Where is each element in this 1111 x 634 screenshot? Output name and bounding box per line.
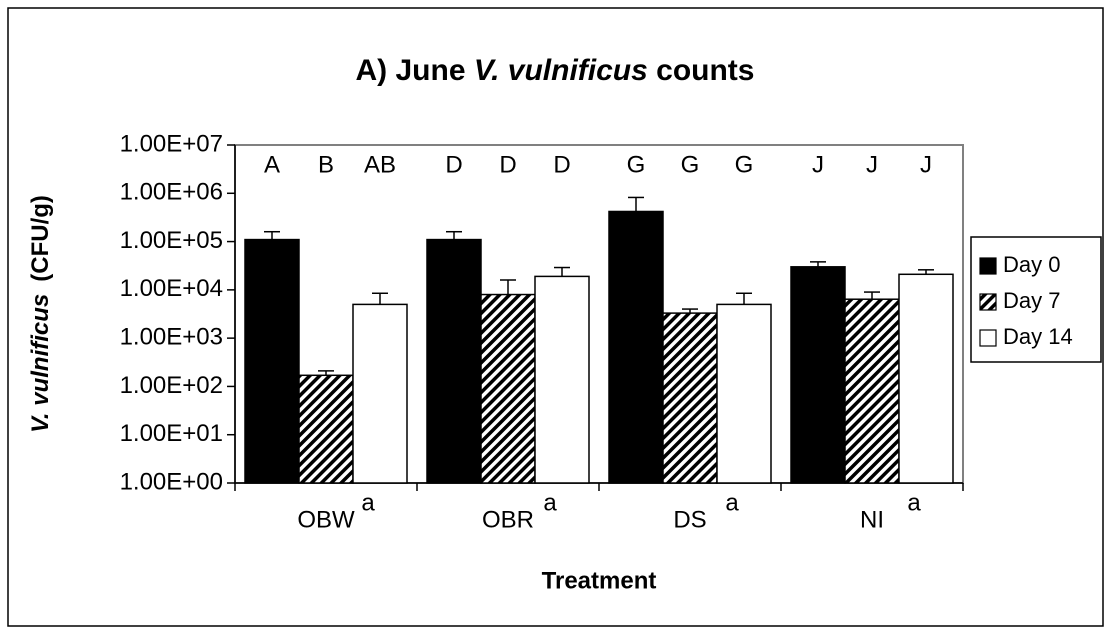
y-axis-label: V. vulnificus(CFU/g)	[27, 195, 54, 433]
group-letter: D	[445, 151, 462, 178]
x-tick-superscript: a	[361, 489, 375, 516]
bar	[662, 312, 718, 484]
y-tick-label: 1.00E+00	[120, 468, 223, 495]
bar	[298, 374, 354, 484]
x-tick-label: DS	[673, 506, 706, 533]
group-letter: B	[318, 151, 334, 178]
bar	[244, 238, 300, 484]
group-letter: G	[681, 151, 700, 178]
chart-title: A) June V. vulnificus counts	[356, 54, 755, 87]
legend-swatch	[979, 329, 997, 347]
y-tick-label: 1.00E+01	[120, 420, 223, 447]
bar	[898, 273, 954, 484]
group-letter: A	[264, 151, 280, 178]
bar	[790, 266, 846, 484]
group-letter: G	[627, 151, 646, 178]
x-tick-label: NI	[860, 506, 884, 533]
y-tick-label: 1.00E+07	[120, 130, 223, 157]
group-letter: G	[735, 151, 754, 178]
bar	[608, 210, 664, 484]
bar	[426, 238, 482, 484]
group-letter: J	[812, 151, 824, 178]
y-tick-label: 1.00E+02	[120, 372, 223, 399]
x-tick-superscript: a	[543, 489, 557, 516]
legend-swatch	[979, 293, 997, 311]
legend-label: Day 7	[1003, 288, 1060, 313]
group-letter: AB	[364, 151, 396, 178]
x-tick-label: OBR	[482, 506, 534, 533]
group-letter: D	[553, 151, 570, 178]
group-letter: J	[920, 151, 932, 178]
y-tick-label: 1.00E+04	[120, 275, 223, 302]
x-tick-superscript: a	[725, 489, 739, 516]
bar	[844, 298, 900, 484]
legend-label: Day 0	[1003, 252, 1060, 277]
legend-label: Day 14	[1003, 324, 1073, 349]
x-tick-superscript: a	[907, 489, 921, 516]
bar	[352, 303, 408, 484]
y-tick-label: 1.00E+03	[120, 323, 223, 350]
bar	[534, 275, 590, 484]
y-tick-label: 1.00E+06	[120, 179, 223, 206]
x-tick-label: OBW	[297, 506, 355, 533]
x-axis-label: Treatment	[542, 567, 657, 594]
legend-swatch	[979, 257, 997, 275]
group-letter: D	[499, 151, 516, 178]
group-letter: J	[866, 151, 878, 178]
y-tick-label: 1.00E+05	[120, 227, 223, 254]
bar	[480, 293, 536, 484]
bar	[716, 303, 772, 484]
